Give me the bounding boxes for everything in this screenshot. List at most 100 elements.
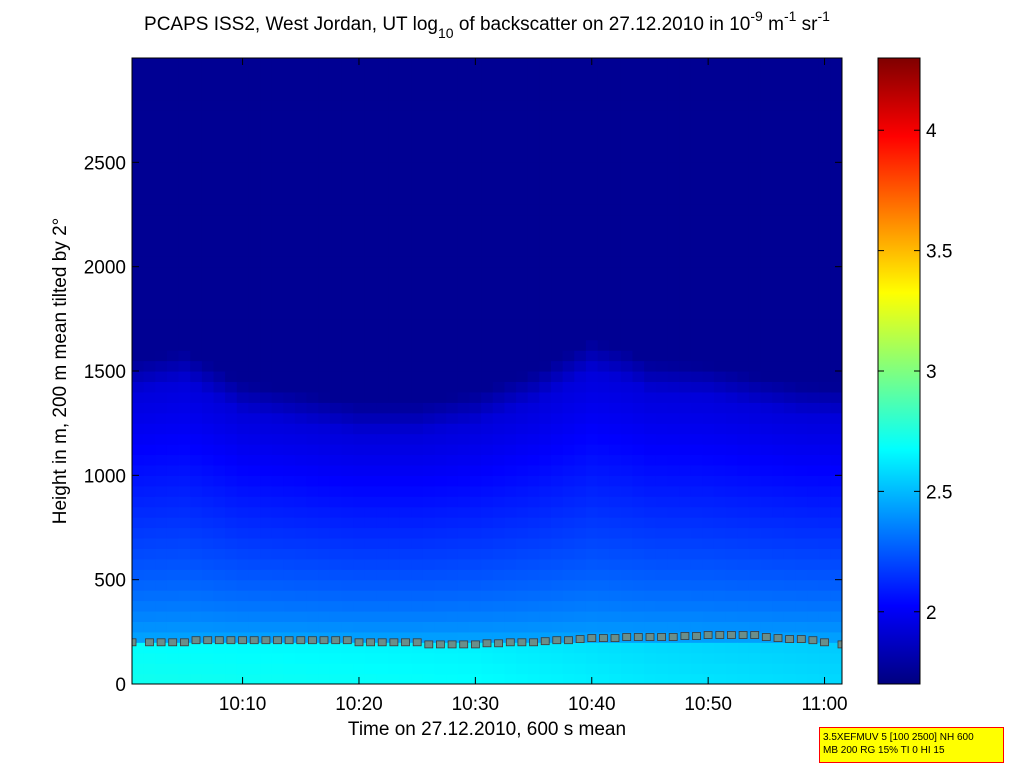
heatmap-cell — [422, 610, 436, 622]
heatmap-cell — [679, 172, 692, 184]
heatmap-cell — [760, 141, 773, 153]
heatmap-cell — [713, 266, 727, 278]
heatmap-cell — [527, 569, 540, 581]
heatmap-cell — [702, 663, 715, 675]
heatmap-cell — [155, 58, 168, 70]
heatmap-cell — [306, 444, 319, 456]
heatmap-cell — [306, 339, 319, 351]
heatmap-cell — [248, 360, 261, 372]
heatmap-cell — [469, 610, 482, 622]
heatmap-cell — [341, 245, 354, 257]
heatmap-cell — [318, 569, 331, 581]
heatmap-cell — [411, 183, 424, 195]
heatmap-cell — [807, 527, 820, 539]
heatmap-cell — [457, 371, 471, 383]
heatmap-cell — [702, 204, 715, 216]
heatmap-cell — [830, 517, 842, 529]
heatmap-cell — [178, 78, 191, 90]
heatmap-cell — [818, 412, 831, 424]
heatmap-cell — [551, 360, 564, 372]
heatmap-cell — [201, 485, 215, 497]
heatmap-cell — [306, 610, 319, 622]
heatmap-cell — [213, 214, 226, 226]
heatmap-cell — [702, 172, 715, 184]
heatmap-cell — [551, 329, 564, 341]
heatmap-cell — [702, 506, 715, 518]
heatmap-cell — [329, 78, 343, 90]
heatmap-cell — [353, 266, 366, 278]
heatmap-cell — [725, 642, 738, 654]
heatmap-cell — [388, 214, 401, 226]
heatmap-cell — [574, 339, 587, 351]
heatmap-cell — [132, 423, 145, 435]
heatmap-cell — [271, 381, 284, 393]
heatmap-cell — [236, 183, 249, 195]
heatmap-cell — [260, 423, 273, 435]
heatmap-cell — [644, 360, 657, 372]
heatmap-cell — [702, 360, 715, 372]
heatmap-cell — [399, 621, 412, 633]
heatmap-cell — [527, 652, 540, 664]
heatmap-cell — [783, 214, 797, 226]
heatmap-cell — [318, 235, 331, 247]
heatmap-cell — [492, 266, 506, 278]
heatmap-cell — [562, 204, 575, 216]
heatmap-cell — [225, 610, 238, 622]
heatmap-cell — [329, 371, 343, 383]
heatmap-cell — [737, 245, 750, 257]
heatmap-cell — [690, 475, 703, 487]
heatmap-cell — [725, 99, 738, 111]
heatmap-cell — [760, 433, 773, 445]
heatmap-cell — [434, 99, 447, 111]
heatmap-cell — [411, 527, 424, 539]
heatmap-cell — [818, 318, 831, 330]
heatmap-cell — [225, 214, 238, 226]
heatmap-cell — [760, 329, 773, 341]
heatmap-cell — [166, 256, 180, 268]
heatmap-cell — [818, 600, 831, 612]
heatmap-cell — [807, 297, 820, 309]
heatmap-cell — [388, 308, 401, 320]
heatmap-cell — [446, 78, 459, 90]
heatmap-cell — [481, 558, 494, 570]
heatmap-cell — [562, 444, 575, 456]
heatmap-cell — [364, 475, 378, 487]
heatmap-cell — [294, 642, 308, 654]
heatmap-cell — [737, 308, 750, 320]
heatmap-cell — [481, 548, 494, 560]
boundary-layer-marker — [750, 631, 760, 639]
heatmap-cell — [632, 537, 645, 549]
heatmap-cell — [516, 673, 529, 684]
heatmap-cell — [422, 339, 436, 351]
heatmap-cell — [190, 318, 203, 330]
heatmap-cell — [713, 235, 727, 247]
heatmap-cell — [399, 537, 412, 549]
heatmap-cell — [155, 454, 168, 466]
heatmap-cell — [620, 537, 634, 549]
heatmap-cell — [504, 224, 517, 236]
heatmap-cell — [620, 214, 634, 226]
heatmap-cell — [457, 412, 471, 424]
heatmap-cell — [748, 183, 762, 195]
heatmap-cell — [620, 172, 634, 184]
heatmap-cell — [574, 381, 587, 393]
heatmap-cell — [329, 329, 343, 341]
heatmap-cell — [632, 496, 645, 508]
heatmap-cell — [422, 475, 436, 487]
heatmap-cell — [399, 78, 412, 90]
heatmap-cell — [190, 423, 203, 435]
heatmap-cell — [632, 652, 645, 664]
heatmap-cell — [574, 600, 587, 612]
heatmap-cell — [457, 590, 471, 602]
heatmap-cell — [481, 663, 494, 675]
heatmap-cell — [190, 600, 203, 612]
heatmap-cell — [248, 339, 261, 351]
heatmap-cell — [294, 287, 308, 299]
heatmap-cell — [772, 58, 785, 70]
heatmap-cell — [341, 151, 354, 163]
heatmap-cell — [783, 506, 797, 518]
heatmap-cell — [818, 475, 831, 487]
heatmap-cell — [388, 151, 401, 163]
heatmap-cell — [632, 245, 645, 257]
heatmap-cell — [364, 99, 378, 111]
